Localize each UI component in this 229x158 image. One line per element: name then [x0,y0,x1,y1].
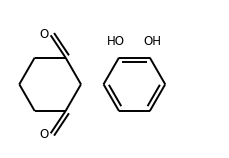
Text: O: O [39,128,49,141]
Text: O: O [39,28,49,41]
Text: OH: OH [143,35,161,48]
Text: HO: HO [107,35,125,48]
